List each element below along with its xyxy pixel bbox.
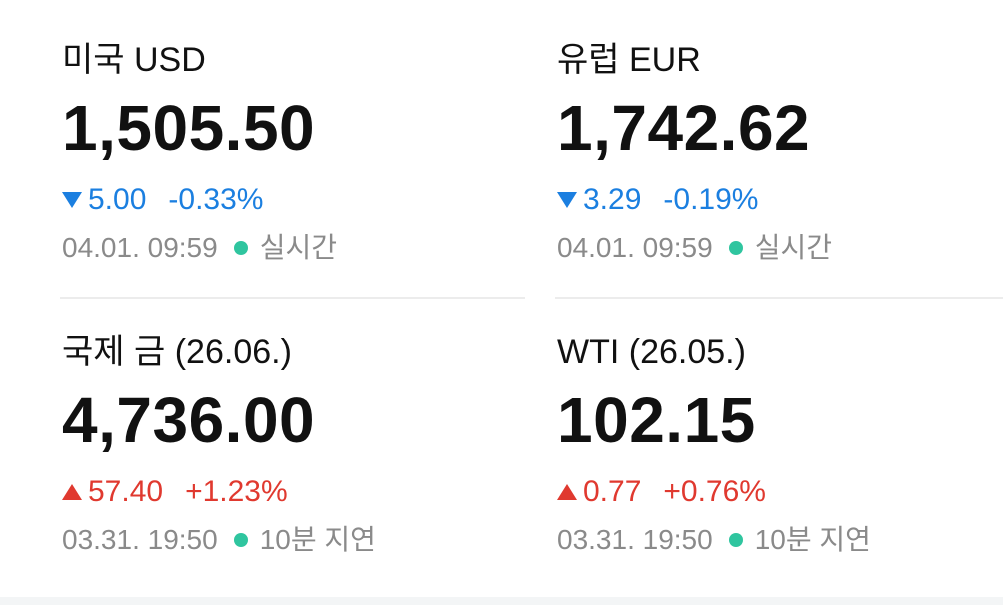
- up-arrow: [62, 484, 82, 500]
- change-percent: -0.19%: [663, 183, 759, 216]
- status-dot: [728, 533, 743, 547]
- quote-status: 실시간: [259, 232, 337, 263]
- divider: [555, 297, 1003, 299]
- status-dot: [233, 533, 248, 547]
- quote-status: 10분 지연: [259, 524, 376, 555]
- quote-change: 5.00 -0.33%: [62, 182, 263, 218]
- quote-status: 실시간: [754, 232, 832, 263]
- change-percent: +0.76%: [663, 475, 766, 508]
- quote-price: 4,736.00: [62, 384, 316, 456]
- change-percent: +1.23%: [185, 475, 288, 508]
- quote-status: 10분 지연: [754, 524, 871, 555]
- change-value: 5.00: [88, 183, 147, 216]
- quote-card[interactable]: 유럽 EUR 1,742.62 3.29 -0.19% 04.01. 09:59 실시간: [557, 0, 997, 290]
- quote-change: 0.77 +0.76%: [557, 474, 766, 510]
- quote-price: 1,505.50: [62, 92, 316, 164]
- quote-time: 03.31. 19:50: [62, 524, 218, 555]
- quote-change: 3.29 -0.19%: [557, 182, 758, 218]
- change-value: 57.40: [88, 475, 164, 508]
- quote-name: WTI (26.05.): [557, 333, 746, 371]
- quote-time: 03.31. 19:50: [557, 524, 713, 555]
- quote-name: 유럽 EUR: [557, 41, 701, 79]
- change-value: 3.29: [583, 183, 642, 216]
- down-arrow: [62, 192, 82, 208]
- change-value: 0.77: [583, 475, 642, 508]
- quote-time: 04.01. 09:59: [62, 232, 218, 263]
- quote-card[interactable]: WTI (26.05.) 102.15 0.77 +0.76% 03.31. 19:50…: [557, 292, 997, 582]
- quote-meta: 03.31. 19:50 10분 지연: [62, 522, 376, 558]
- status-dot: [728, 241, 743, 255]
- quote-card[interactable]: 국제 금 (26.06.) 4,736.00 57.40 +1.23% 03.31. 1…: [62, 292, 502, 582]
- quote-meta: 03.31. 19:50 10분 지연: [557, 522, 871, 558]
- quote-change: 57.40 +1.23%: [62, 474, 288, 510]
- quote-price: 1,742.62: [557, 92, 811, 164]
- quote-meta: 04.01. 09:59 실시간: [62, 230, 337, 266]
- quote-price: 102.15: [557, 384, 756, 456]
- up-arrow: [557, 484, 577, 500]
- quote-time: 04.01. 09:59: [557, 232, 713, 263]
- quote-name: 미국 USD: [62, 41, 206, 79]
- quote-card[interactable]: 미국 USD 1,505.50 5.00 -0.33% 04.01. 09:59 실시간: [62, 0, 502, 290]
- bottom-band: [0, 597, 1003, 605]
- status-dot: [233, 241, 248, 255]
- divider: [60, 297, 525, 299]
- quote-name: 국제 금 (26.06.): [62, 333, 292, 371]
- down-arrow: [557, 192, 577, 208]
- quote-meta: 04.01. 09:59 실시간: [557, 230, 832, 266]
- change-percent: -0.33%: [168, 183, 264, 216]
